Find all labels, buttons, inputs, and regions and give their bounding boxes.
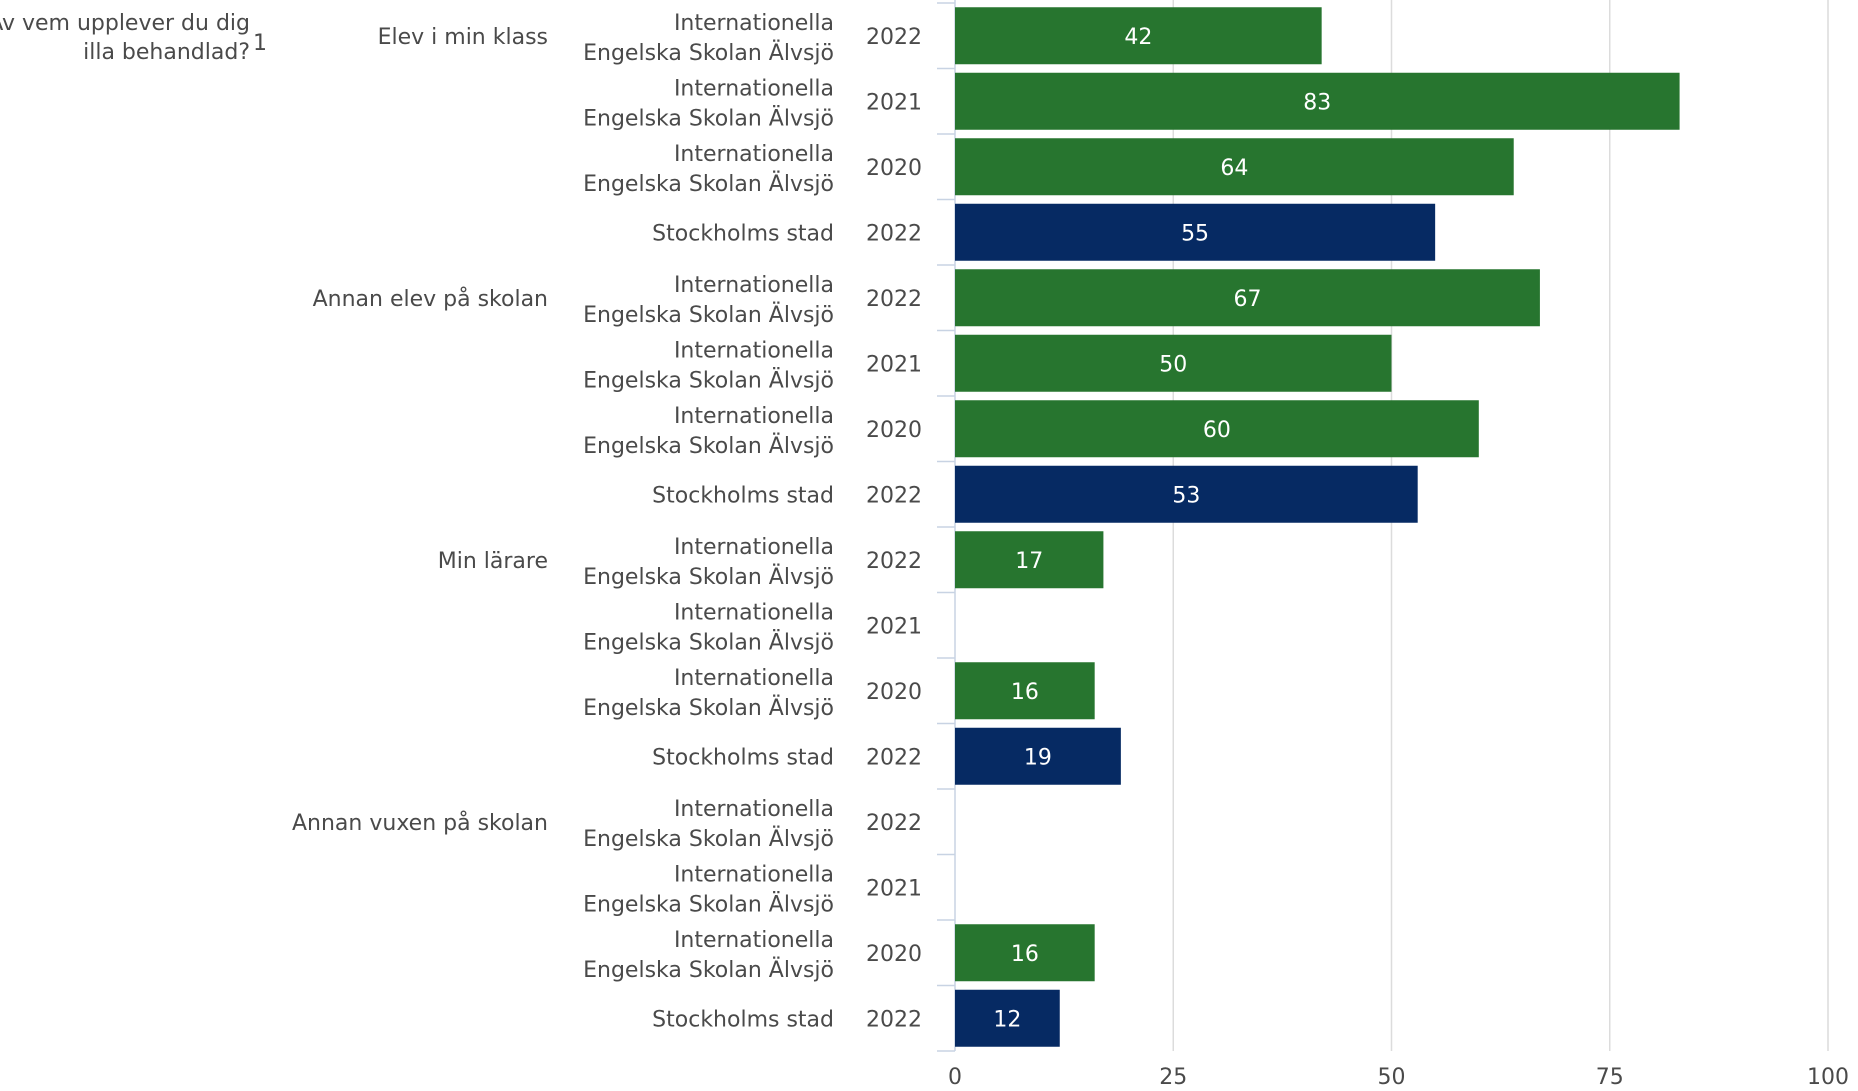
bar-value-label: 16	[1011, 942, 1039, 967]
category-label: Min lärare	[438, 549, 548, 574]
bars: 42 83 64 55 67 50 60 53 17 16 19 16 12	[955, 7, 1680, 1047]
row-labels: 2022 Internationella Engelska Skolan Älvsj…	[292, 11, 922, 1033]
year-label: 2022	[866, 1007, 922, 1032]
year-label: 2021	[866, 876, 922, 901]
bar-value-label: 53	[1172, 483, 1200, 508]
entity-label: Engelska Skolan Älvsjö	[583, 105, 834, 131]
bar-value-label: 50	[1159, 352, 1187, 377]
year-label: 2020	[866, 680, 922, 705]
entity-label: Internationella	[674, 928, 834, 953]
year-label: 2022	[866, 287, 922, 312]
question-title: Av vem upplever du dig illa behandlad? 1	[0, 11, 267, 65]
year-label: 2022	[866, 483, 922, 508]
entity-label: Stockholms stad	[652, 221, 834, 246]
x-tick-label: 100	[1807, 1065, 1849, 1090]
bar	[955, 203, 1436, 261]
year-label: 2022	[866, 221, 922, 246]
bar-value-label: 17	[1015, 549, 1043, 574]
x-tick-label: 75	[1596, 1065, 1624, 1090]
entity-label: Engelska Skolan Älvsjö	[583, 302, 834, 328]
question-text: illa behandlad?	[83, 40, 250, 65]
entity-label: Engelska Skolan Älvsjö	[583, 171, 834, 197]
entity-label: Internationella	[674, 404, 834, 429]
bar	[955, 334, 1392, 392]
entity-label: Internationella	[674, 273, 834, 298]
bar	[955, 72, 1680, 130]
entity-label: Engelska Skolan Älvsjö	[583, 695, 834, 721]
x-tick-label: 0	[948, 1065, 962, 1090]
entity-label: Stockholms stad	[652, 1007, 834, 1032]
entity-label: Stockholms stad	[652, 745, 834, 770]
entity-label: Internationella	[674, 11, 834, 36]
bar-value-label: 42	[1124, 25, 1152, 50]
year-label: 2020	[866, 942, 922, 967]
y-axis	[937, 0, 956, 1052]
bar	[955, 400, 1479, 458]
bar-value-label: 16	[1011, 680, 1039, 705]
bar-value-label: 83	[1303, 90, 1331, 115]
bar	[955, 989, 1060, 1047]
year-label: 2021	[866, 90, 922, 115]
year-label: 2020	[866, 156, 922, 181]
category-label: Elev i min klass	[378, 25, 548, 50]
entity-label: Engelska Skolan Älvsjö	[583, 891, 834, 917]
entity-label: Engelska Skolan Älvsjö	[583, 564, 834, 590]
bar-value-label: 12	[993, 1007, 1021, 1032]
entity-label: Internationella	[674, 600, 834, 625]
bar	[955, 924, 1095, 982]
bar	[955, 465, 1418, 523]
x-tick-label: 25	[1159, 1065, 1187, 1090]
entity-label: Engelska Skolan Älvsjö	[583, 957, 834, 983]
year-label: 2022	[866, 811, 922, 836]
footnote-marker: 1	[253, 31, 267, 56]
bar	[955, 269, 1540, 327]
year-label: 2022	[866, 25, 922, 50]
bar-value-label: 55	[1181, 221, 1209, 246]
category-label: Annan vuxen på skolan	[292, 810, 548, 836]
year-label: 2021	[866, 614, 922, 639]
year-label: 2022	[866, 549, 922, 574]
bar	[955, 138, 1514, 196]
entity-label: Engelska Skolan Älvsjö	[583, 40, 834, 66]
entity-label: Internationella	[674, 535, 834, 560]
entity-label: Engelska Skolan Älvsjö	[583, 367, 834, 393]
entity-label: Internationella	[674, 797, 834, 822]
entity-label: Internationella	[674, 76, 834, 101]
x-tick-label: 50	[1378, 1065, 1406, 1090]
bar	[955, 7, 1322, 65]
entity-label: Engelska Skolan Älvsjö	[583, 826, 834, 852]
entity-label: Internationella	[674, 338, 834, 363]
x-axis-ticks: 0 25 50 75 100	[948, 1065, 1849, 1090]
entity-label: Engelska Skolan Älvsjö	[583, 433, 834, 459]
bar-value-label: 67	[1233, 287, 1261, 312]
entity-label: Stockholms stad	[652, 483, 834, 508]
year-label: 2022	[866, 745, 922, 770]
question-text: Av vem upplever du dig	[0, 11, 250, 36]
bar-value-label: 19	[1024, 745, 1052, 770]
category-label: Annan elev på skolan	[313, 286, 548, 312]
year-label: 2021	[866, 352, 922, 377]
year-label: 2020	[866, 418, 922, 443]
bar-value-label: 60	[1203, 418, 1231, 443]
entity-label: Engelska Skolan Älvsjö	[583, 629, 834, 655]
entity-label: Internationella	[674, 862, 834, 887]
entity-label: Internationella	[674, 666, 834, 691]
bar	[955, 662, 1095, 720]
bar-value-label: 64	[1220, 156, 1248, 181]
entity-label: Internationella	[674, 142, 834, 167]
bar	[955, 531, 1104, 589]
bar	[955, 727, 1121, 785]
